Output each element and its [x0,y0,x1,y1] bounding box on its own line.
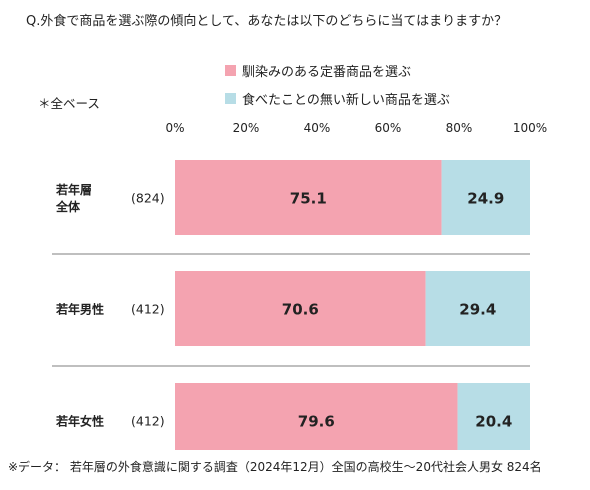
category-sample-size: (412) [131,414,165,429]
bar-value-label: 79.6 [298,413,335,431]
bar-value-label: 75.1 [290,190,327,208]
x-tick-label: 100% [513,121,547,135]
legend-label-familiar: 馴染みのある定番商品を選ぶ [242,65,412,80]
question-title: Q.外食で商品を選ぶ際の傾向として、あなたは以下のどちらに当てはまりますか？ [26,14,508,29]
x-tick-label: 20% [233,121,260,135]
bar-segment [457,383,530,450]
legend-swatch-new [225,93,236,104]
bar-value-label: 70.6 [282,301,319,319]
bar-value-label: 20.4 [475,413,512,431]
legend-label-new: 食べたことの無い新しい商品を選ぶ [242,93,450,108]
bar-segment [441,160,530,235]
footnote: ※データ： 若年層の外食意識に関する調査（2024年12月）全国の高校生～20代… [8,460,542,474]
x-tick-label: 80% [446,121,473,135]
category-label: 若年男性 [55,302,104,317]
category-label: 全体 [55,199,81,214]
bar-value-label: 29.4 [459,301,496,319]
category-label: 若年女性 [55,414,104,429]
category-sample-size: (824) [131,191,165,206]
category-label: 若年層 [55,182,92,197]
x-tick-label: 0% [165,121,184,135]
x-tick-label: 40% [304,121,331,135]
legend-item-new: 食べたことの無い新しい商品を選ぶ [225,89,450,108]
bar-segment [175,271,426,346]
bar-value-label: 24.9 [467,190,504,208]
legend-swatch-familiar [225,65,236,76]
bar-segment [175,383,458,450]
category-sample-size: (412) [131,302,165,317]
legend-item-familiar: 馴染みのある定番商品を選ぶ [225,61,411,80]
bar-segment [175,160,442,235]
x-tick-label: 60% [375,121,402,135]
base-note: ＊全ベース [38,96,100,111]
bar-segment [425,271,530,346]
